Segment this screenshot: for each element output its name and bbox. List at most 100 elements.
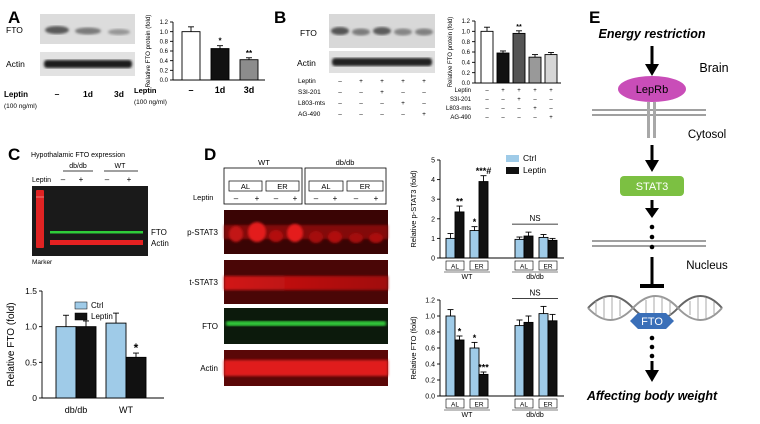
x-matrix-sign-b-0-2: + — [517, 88, 521, 94]
y-tick-label-b: 1.2 — [462, 19, 471, 25]
bar-d2-3-1 — [547, 320, 558, 397]
bar-d1-0-0 — [445, 237, 456, 259]
y-tick-label-c: 1.5 — [25, 286, 37, 296]
blot-label-d-actin: Actin — [200, 364, 218, 373]
lane-sign-c-1: + — [79, 175, 84, 184]
matrix-sign-b-3-3: – — [401, 111, 405, 118]
legend-label-d1-1: Leptin — [523, 165, 546, 175]
matrix-sign-b-3-2: – — [380, 111, 384, 118]
y-tick-label-d1: 2 — [431, 216, 435, 223]
x-tick-label-d1-1: ER — [474, 264, 483, 271]
matrix-sign-b-0-3: + — [401, 78, 405, 85]
x-tick-box-d1-2 — [514, 260, 534, 271]
bar-d1-1-0 — [469, 230, 480, 259]
matrix-sign-b-1-4: – — [422, 89, 426, 96]
bar-d2-2-0 — [514, 325, 525, 397]
y-tick-label-a: 0.8 — [160, 39, 169, 45]
x-tick-label-c-1: WT — [119, 405, 133, 415]
lane-sign-d-1: + — [255, 194, 260, 203]
y-tick-label-b: 0.0 — [462, 81, 471, 87]
x-tick-label-d2-0: AL — [451, 402, 459, 409]
x-tick-box-d1-1 — [469, 260, 489, 271]
leptin-label-d: Leptin — [193, 193, 213, 202]
x-row-label-b-1: S3I-201 — [450, 97, 472, 103]
y-tick-label-b: 0.4 — [462, 60, 471, 66]
x-matrix-sign-b-1-2: + — [517, 97, 521, 103]
bar-c-1-1 — [125, 356, 147, 399]
fto-gene-label: FTO — [641, 316, 663, 328]
matrix-sign-b-2-4: – — [422, 100, 426, 107]
legend-label-c-0: Ctrl — [91, 301, 104, 310]
bar-c-0-0 — [55, 326, 77, 399]
x-matrix-sign-b-3-2: – — [517, 115, 521, 121]
group-label-d2-0: WT — [462, 412, 474, 419]
stat3-box — [620, 176, 684, 196]
arrow-icon — [645, 200, 659, 218]
bar-b-2 — [512, 32, 526, 84]
group-label-d1-0: WT — [462, 274, 474, 281]
lane-sign-d-0: – — [234, 194, 239, 203]
x-row-label-a: Leptin — [134, 86, 157, 95]
panel-c-blot — [32, 186, 148, 256]
x-matrix-sign-b-1-3: – — [533, 97, 537, 103]
x-tick-box-d2-1 — [469, 398, 489, 409]
brain-label: Brain — [699, 61, 728, 75]
lane-sign-d-7: + — [374, 194, 379, 203]
x-tick-label-a-2: 3d — [244, 85, 255, 95]
diet-box-d-3 — [346, 180, 384, 192]
y-tick-label-c: 0.5 — [25, 357, 37, 367]
significance-d2-1-0: * — [473, 333, 477, 343]
x-tick-box-d1-0 — [445, 260, 465, 271]
group-label-d-wt: WT — [258, 158, 270, 167]
treatment-label-a: Leptin — [4, 90, 28, 99]
lane-sign-d-5: + — [333, 194, 338, 203]
diet-box-d-0 — [228, 180, 263, 192]
y-axis-label-d2: Relative FTO (fold) — [409, 316, 418, 380]
panel-a-blot — [40, 14, 135, 76]
inhibition-icon — [640, 257, 664, 288]
legend-label-d1-0: Ctrl — [523, 153, 536, 163]
bar-b-3 — [528, 56, 542, 84]
panel-d-blot-fto — [224, 308, 388, 344]
x-matrix-sign-b-3-1: – — [501, 115, 505, 121]
lane-sign-d-6: – — [354, 194, 359, 203]
y-tick-label-a: 0.6 — [160, 49, 169, 55]
dotted-connector — [649, 335, 655, 359]
panel-d-diet-labels: AL ER AL ER — [228, 180, 384, 192]
group-label-d1-1: db/db — [526, 274, 544, 281]
group-label-d2-1: db/db — [526, 412, 544, 419]
bar-c-0-1 — [75, 326, 97, 399]
x-tick-label-d2-2: AL — [520, 402, 528, 409]
blot-label-fto-a: FTO — [6, 25, 23, 35]
bar-d1-3-0 — [538, 236, 549, 259]
x-row-label-b-2: L803-mts — [446, 106, 471, 112]
bar-d2-3-0 — [538, 313, 549, 397]
y-tick-label-a: 0.4 — [160, 59, 169, 65]
bar-d2-0-1 — [454, 339, 465, 397]
significance-a-1: * — [218, 37, 222, 46]
significance-a-2: ** — [246, 49, 253, 58]
cell-membrane — [592, 102, 706, 138]
y-tick-label-a: 1.0 — [160, 30, 169, 36]
y-tick-label-d2: 1.0 — [425, 313, 435, 320]
panel-b-treatment-matrix: Leptin – + + + + S3I-201 – – + – – L803-mts – – – + – AG-4… — [298, 78, 426, 118]
y-tick-label-b: 1.0 — [462, 29, 471, 35]
bar-d1-3-1 — [547, 239, 558, 259]
treatment-dose-a: (100 ng/ml) — [4, 103, 37, 110]
stat3-label: STAT3 — [636, 181, 669, 193]
x-matrix-sign-b-1-1: – — [501, 97, 505, 103]
x-tick-label-d2-1: ER — [474, 402, 483, 409]
lane-sign-c-0: – — [61, 175, 66, 184]
bar-d2-1-1 — [478, 373, 489, 397]
cytosol-label: Cytosol — [688, 129, 726, 141]
diet-label-d-0: AL — [241, 182, 250, 191]
y-tick-label-d2: 0.6 — [425, 345, 435, 352]
arrow-icon — [645, 46, 659, 76]
y-axis-label-a: Relative FTO protein (fold) — [145, 15, 152, 88]
diet-box-d-2 — [308, 180, 344, 192]
blot-label-d-pstat3: p-STAT3 — [187, 228, 218, 237]
arrow-icon — [645, 145, 659, 172]
matrix-row-label-b-1: S3I-201 — [298, 89, 321, 96]
significance-c-1-1: * — [134, 341, 139, 355]
